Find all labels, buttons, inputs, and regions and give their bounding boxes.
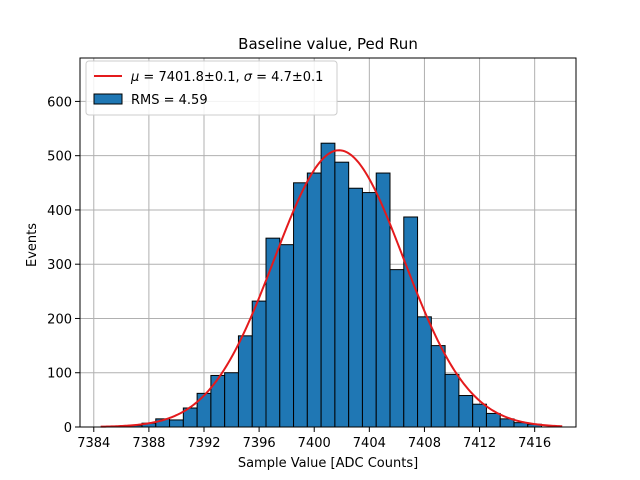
histogram-bar — [485, 412, 501, 428]
x-tick-label: 7412 — [463, 436, 496, 451]
x-tick-label: 7384 — [77, 436, 110, 451]
histogram-bar — [375, 172, 391, 428]
y-tick-label: 400 — [47, 204, 72, 219]
gaussian-fit-curve — [100, 149, 563, 428]
x-tick-label: 7416 — [518, 436, 551, 451]
y-tick-label: 200 — [47, 312, 72, 327]
legend-histogram-label: RMS = 4.59 — [131, 93, 208, 108]
y-tick-label: 300 — [47, 258, 72, 273]
x-axis-ticks: 7384 7388 7392 7396 7400 7404 7408 7412 7416 — [77, 427, 551, 451]
y-tick-label: 500 — [47, 150, 72, 165]
x-tick-label: 7392 — [187, 436, 220, 451]
histogram-bar — [293, 182, 308, 428]
histogram-bar — [251, 300, 267, 428]
x-tick-label: 7388 — [132, 436, 165, 451]
histogram-bar — [348, 187, 363, 428]
y-tick-label: 600 — [47, 95, 72, 110]
histogram-bars — [127, 142, 543, 428]
y-tick-label: 100 — [47, 367, 72, 382]
histogram-bar — [334, 161, 350, 428]
histogram-bar — [444, 373, 460, 428]
x-tick-label: 7408 — [408, 436, 441, 451]
histogram-bar — [458, 395, 474, 428]
histogram-bar — [320, 142, 336, 428]
histogram-bar — [279, 244, 295, 428]
histogram-bar — [472, 403, 487, 428]
x-tick-label: 7396 — [243, 436, 276, 451]
histogram-bar — [417, 316, 432, 428]
plot-frame — [79, 57, 577, 428]
histogram-bar — [403, 216, 419, 428]
histogram-bar — [306, 172, 322, 428]
chart-title: Baseline value, Ped Run — [238, 35, 418, 53]
legend: μ = 7401.8±0.1, σ = 4.7±0.1 RMS = 4.59 — [85, 60, 338, 116]
y-tick-label: 0 — [64, 421, 72, 436]
legend-histogram-swatch — [93, 93, 123, 105]
histogram-bar — [265, 237, 281, 428]
histogram-bar — [210, 374, 226, 428]
x-axis-label: Sample Value [ADC Counts] — [238, 456, 418, 471]
legend-fit-label: μ = 7401.8±0.1, σ = 4.7±0.1 — [130, 70, 323, 85]
y-axis-ticks: 0 100 200 300 400 500 600 — [47, 95, 80, 436]
y-axis-label: Events — [25, 223, 40, 267]
histogram-bar — [224, 372, 239, 428]
histogram-bar — [169, 419, 184, 428]
histogram-bar — [361, 192, 377, 428]
histogram-bar — [430, 345, 446, 428]
histogram-bar — [196, 392, 212, 428]
x-tick-label: 7404 — [353, 436, 386, 451]
histogram-bar — [389, 269, 405, 428]
x-tick-label: 7400 — [298, 436, 331, 451]
histogram-bar — [237, 335, 253, 428]
legend-box — [85, 60, 338, 116]
